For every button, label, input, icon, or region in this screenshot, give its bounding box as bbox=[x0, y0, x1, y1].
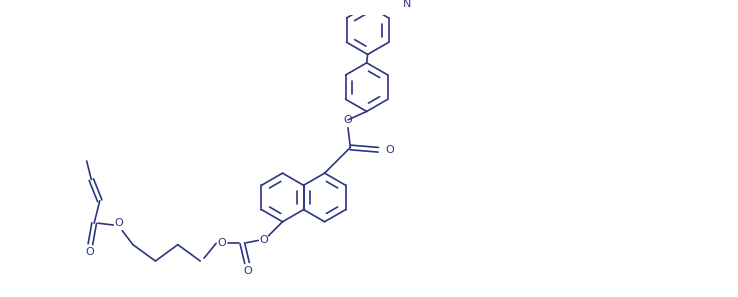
Text: O: O bbox=[260, 236, 268, 245]
Text: N: N bbox=[403, 0, 412, 10]
Text: O: O bbox=[114, 218, 123, 228]
Text: O: O bbox=[385, 145, 394, 155]
Text: O: O bbox=[218, 238, 226, 248]
Text: O: O bbox=[244, 266, 252, 276]
Text: O: O bbox=[85, 247, 94, 257]
Text: O: O bbox=[344, 115, 352, 125]
